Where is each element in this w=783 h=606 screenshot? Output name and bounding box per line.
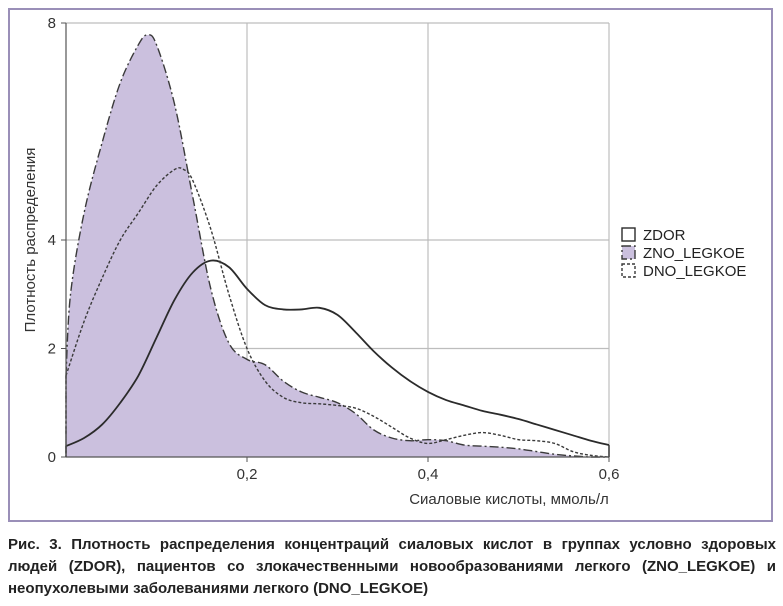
x-tick-label: 0,4 xyxy=(418,466,439,483)
area-layer xyxy=(66,34,609,458)
zdor-line xyxy=(65,259,610,447)
x-tick-label: 0,6 xyxy=(599,466,620,483)
figure-caption: Рис. 3. Плотность распределения концентр… xyxy=(8,536,776,597)
y-tick-label: 4 xyxy=(48,232,56,249)
x-tick-label: 0,2 xyxy=(237,466,258,483)
y-axis-label: Плотность распределения xyxy=(22,148,39,333)
legend-label-zno-legkoe: ZNO_LEGKOE xyxy=(643,245,745,262)
tick-label-layer: 0 2 4 8 0,2 0,4 0,6 xyxy=(48,15,620,483)
legend-label-zdor: ZDOR xyxy=(643,227,686,244)
legend-label-dno-legkoe: DNO_LEGKOE xyxy=(643,263,746,280)
y-tick-label: 0 xyxy=(48,449,56,466)
axis-layer xyxy=(61,22,610,462)
legend-swatch-zdor xyxy=(621,227,636,242)
y-tick-label: 2 xyxy=(48,341,56,358)
zno-legkoe-line xyxy=(65,34,610,458)
legend-swatch-zno-legkoe xyxy=(621,245,636,260)
zno-legkoe-area xyxy=(66,34,609,458)
x-axis-label: Сиаловые кислоты, ммоль/л xyxy=(409,491,609,508)
legend-swatch-dno-legkoe xyxy=(621,263,636,278)
y-tick-label: 8 xyxy=(48,15,56,32)
